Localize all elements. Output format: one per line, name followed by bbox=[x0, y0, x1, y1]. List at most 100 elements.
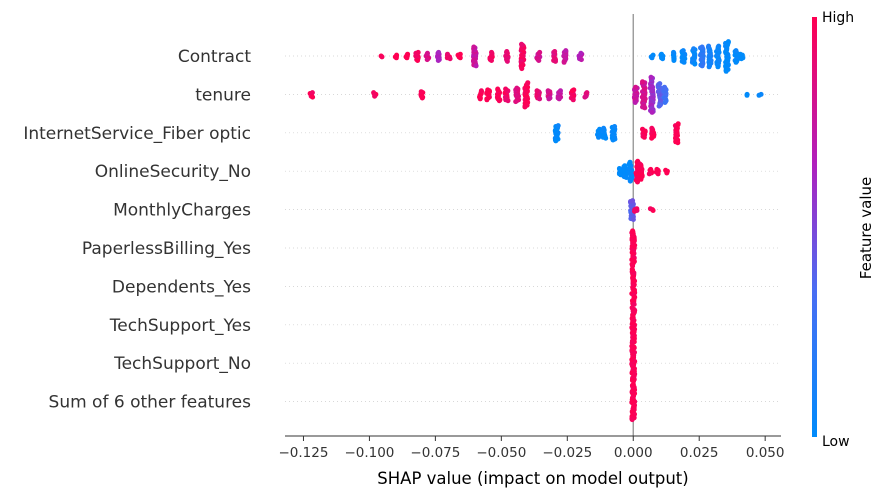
data-point bbox=[309, 90, 315, 96]
data-point bbox=[649, 135, 655, 141]
data-point bbox=[393, 55, 399, 61]
data-point bbox=[662, 84, 667, 90]
data-point bbox=[657, 81, 663, 87]
data-point bbox=[457, 55, 463, 61]
data-point bbox=[555, 123, 561, 129]
colorbar-gradient bbox=[812, 17, 817, 437]
x-tick-label: −0.075 bbox=[410, 445, 460, 461]
data-point bbox=[610, 137, 616, 143]
data-point bbox=[436, 49, 442, 55]
data-point bbox=[637, 161, 643, 167]
data-point bbox=[691, 46, 697, 52]
data-point bbox=[675, 140, 681, 146]
data-point bbox=[415, 58, 421, 63]
data-point bbox=[699, 63, 705, 69]
data-point bbox=[629, 305, 635, 311]
data-point bbox=[671, 49, 676, 55]
feature-label: Contract bbox=[178, 47, 251, 67]
data-point bbox=[603, 135, 609, 141]
data-point bbox=[561, 59, 567, 65]
data-point bbox=[633, 84, 639, 90]
data-point bbox=[632, 208, 637, 214]
data-point bbox=[756, 92, 762, 98]
data-point bbox=[640, 126, 645, 132]
data-point bbox=[681, 59, 687, 65]
data-point bbox=[457, 51, 463, 57]
feature-label: InternetService_Fiber optic bbox=[23, 124, 251, 144]
row-gridlines bbox=[285, 55, 781, 402]
data-point bbox=[582, 94, 588, 100]
data-point bbox=[675, 121, 681, 127]
data-point bbox=[629, 343, 635, 349]
data-point bbox=[525, 80, 531, 86]
data-point bbox=[660, 56, 666, 62]
data-point bbox=[424, 57, 430, 63]
data-point bbox=[503, 86, 509, 92]
data-point bbox=[654, 166, 660, 172]
data-point bbox=[553, 138, 559, 144]
data-point bbox=[504, 49, 510, 54]
data-point bbox=[571, 87, 577, 93]
data-point bbox=[612, 124, 618, 129]
data-point bbox=[630, 217, 636, 222]
x-tick-label: −0.025 bbox=[542, 445, 592, 461]
data-point bbox=[733, 59, 739, 65]
data-point bbox=[536, 58, 542, 63]
data-point bbox=[622, 163, 628, 169]
data-point bbox=[552, 49, 558, 54]
data-point bbox=[545, 88, 551, 94]
data-point bbox=[485, 87, 491, 93]
x-tick-label: −0.125 bbox=[278, 445, 328, 461]
data-point bbox=[556, 96, 562, 102]
data-point bbox=[489, 58, 494, 63]
data-point bbox=[537, 96, 543, 102]
colorbar-title: Feature value bbox=[857, 177, 875, 279]
data-point bbox=[706, 64, 712, 70]
data-point bbox=[578, 50, 584, 56]
data-point bbox=[513, 99, 519, 105]
data-point bbox=[478, 88, 484, 94]
x-tick-label: −0.100 bbox=[344, 445, 394, 461]
data-point bbox=[699, 44, 705, 50]
x-tick-label: 0.000 bbox=[614, 445, 653, 461]
x-axis-ticks: −0.125 −0.100 −0.075 −0.050 −0.025 0.000 0.025… bbox=[278, 436, 784, 461]
colorbar: High Low Feature value bbox=[812, 10, 875, 450]
data-point bbox=[514, 85, 520, 91]
colorbar-low-label: Low bbox=[822, 434, 850, 450]
data-point bbox=[649, 125, 655, 131]
data-point bbox=[505, 98, 511, 104]
data-point bbox=[445, 51, 450, 57]
data-point bbox=[629, 417, 635, 423]
data-point bbox=[558, 88, 563, 94]
data-point bbox=[647, 206, 653, 212]
data-point bbox=[706, 43, 712, 49]
data-point bbox=[563, 48, 569, 54]
colorbar-high-label: High bbox=[822, 10, 854, 26]
data-point bbox=[310, 94, 316, 100]
data-point bbox=[477, 96, 483, 102]
data-point bbox=[744, 92, 750, 98]
data-point bbox=[716, 43, 722, 49]
feature-label: TechSupport_No bbox=[113, 354, 251, 374]
data-point bbox=[630, 198, 636, 204]
data-point bbox=[725, 39, 731, 45]
data-point bbox=[379, 54, 385, 60]
data-point bbox=[648, 74, 654, 80]
feature-label: MonthlyCharges bbox=[113, 201, 251, 221]
data-point bbox=[630, 228, 636, 234]
data-points bbox=[307, 39, 764, 423]
data-point bbox=[570, 97, 576, 103]
data-point bbox=[655, 171, 661, 177]
data-point bbox=[435, 58, 441, 63]
data-point bbox=[648, 166, 654, 172]
data-point bbox=[546, 96, 552, 102]
data-point bbox=[632, 100, 638, 105]
data-point bbox=[495, 86, 501, 92]
data-point bbox=[425, 50, 430, 56]
data-point bbox=[715, 64, 721, 70]
data-point bbox=[371, 90, 377, 96]
x-tick-label: 0.050 bbox=[746, 445, 785, 461]
data-point bbox=[646, 171, 652, 177]
data-point bbox=[415, 49, 421, 55]
